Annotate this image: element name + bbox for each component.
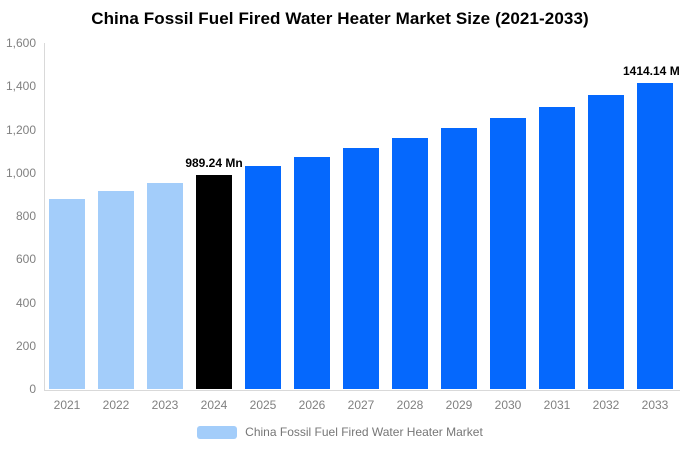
bar-2024[interactable] [196, 175, 232, 389]
x-axis-tick-label: 2032 [592, 398, 620, 412]
x-axis-tick-label: 2031 [543, 398, 571, 412]
bar-2022[interactable] [98, 191, 134, 389]
bar-2029[interactable] [441, 127, 477, 389]
y-axis-tick-label: 1,600 [5, 36, 36, 50]
legend-swatch[interactable] [197, 425, 238, 439]
x-axis-tick-label: 2026 [298, 398, 326, 412]
x-axis-tick-label: 2022 [102, 398, 130, 412]
data-label-2033: 1414.14 Mn [622, 64, 680, 79]
y-axis-tick-label: 1,000 [5, 165, 36, 180]
bar-2025[interactable] [245, 166, 281, 389]
chart-title: China Fossil Fuel Fired Water Heater Mar… [91, 9, 589, 28]
x-axis-tick-label: 2023 [151, 398, 179, 412]
bar-2032[interactable] [588, 95, 624, 389]
legend: China Fossil Fuel Fired Water Heater Mar… [0, 425, 680, 439]
x-axis-line [44, 390, 680, 391]
bar-2028[interactable] [392, 138, 428, 389]
y-axis-tick-label: 1,200 [5, 122, 36, 137]
bar-2031[interactable] [539, 106, 575, 389]
x-axis-tick-label: 2028 [396, 398, 424, 412]
bar-2023[interactable] [147, 183, 183, 389]
y-axis-tick-label: 200 [15, 338, 36, 353]
y-axis-tick-label: 800 [15, 209, 36, 223]
bar-2030[interactable] [490, 117, 526, 389]
bar-2026[interactable] [294, 157, 330, 389]
x-axis-tick-label: 2025 [249, 398, 277, 412]
x-axis-tick-label: 2021 [53, 398, 81, 412]
legend-label[interactable]: China Fossil Fuel Fired Water Heater Mar… [245, 425, 483, 439]
bar-2021[interactable] [49, 199, 85, 389]
y-axis-tick-label: 1,400 [5, 79, 36, 94]
data-label-2024: 989.24 Mn [185, 156, 243, 171]
x-axis-tick-label: 2027 [347, 398, 375, 412]
y-axis-tick-label: 400 [15, 295, 36, 310]
bar-2033[interactable] [637, 83, 673, 389]
y-axis-tick-label: 0 [29, 382, 36, 396]
y-axis-line [44, 43, 45, 390]
x-axis-tick-label: 2029 [445, 398, 473, 412]
x-axis-tick-label: 2030 [494, 398, 522, 412]
y-axis-tick-label: 600 [15, 252, 36, 267]
x-axis-tick-label: 2033 [641, 398, 669, 412]
bar-2027[interactable] [343, 148, 379, 389]
x-axis-tick-label: 2024 [200, 398, 228, 412]
